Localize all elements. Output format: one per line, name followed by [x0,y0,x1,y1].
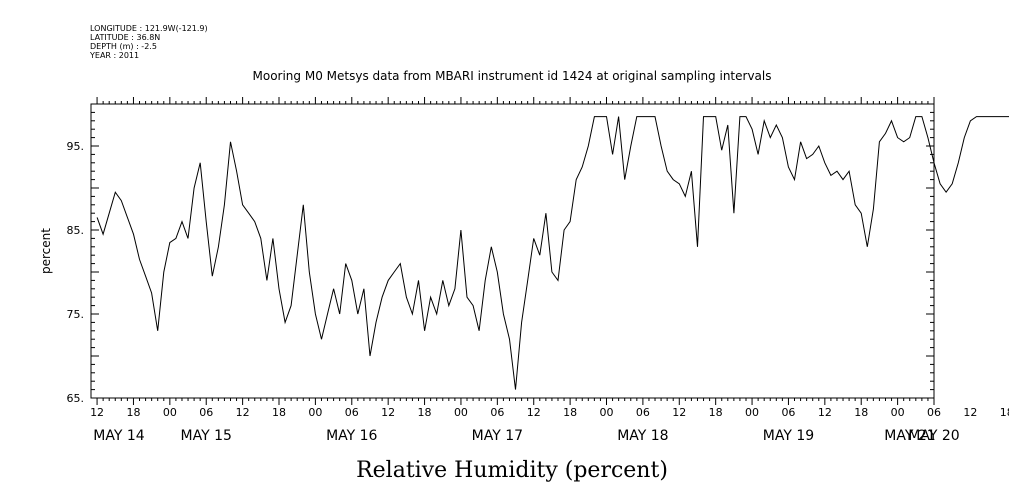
x-tick-label: 00 [600,406,614,419]
x-tick-label: 18 [1000,406,1009,419]
x-date-label: MAY 16 [326,428,377,444]
x-tick-label: 06 [781,406,795,419]
chart-title: Mooring M0 Metsys data from MBARI instru… [253,69,772,83]
x-date-label: MAY 17 [472,428,523,444]
x-axis-hour-labels: 12 18 00 06 12 18 00 06 12 18 00 06 12 18 00 06 12 18 00 06… [90,406,1009,419]
x-tick-label: 00 [308,406,322,419]
x-tick-label: 12 [236,406,250,419]
x-tick-label: 12 [381,406,395,419]
meta-depth: DEPTH (m) : -2.5 [90,42,157,51]
x-tick-label: 18 [418,406,432,419]
x-date-label: MAY 18 [617,428,668,444]
y-axis-labels: 65. 75. 85. 95. [67,140,85,405]
meta-longitude: LONGITUDE : 121.9W(-121.9) [90,24,208,33]
x-tick-label: 12 [963,406,977,419]
y-axis-ticks [91,103,934,399]
x-tick-label: 18 [563,406,577,419]
meta-block: LONGITUDE : 121.9W(-121.9) LATITUDE : 36… [89,24,208,60]
x-tick-label: 18 [272,406,286,419]
x-tick-label: 18 [126,406,140,419]
y-tick-label: 75. [67,308,85,321]
x-tick-label: 00 [163,406,177,419]
x-date-label: MAY 14 [93,428,144,444]
x-tick-label: 12 [90,406,104,419]
x-date-label: MAY 21 [884,428,935,444]
series-line-relative-humidity [96,116,1009,390]
x-tick-label: 06 [927,406,941,419]
x-tick-label: 00 [891,406,905,419]
x-tick-label: 06 [199,406,213,419]
x-tick-label: 12 [527,406,541,419]
x-axis-ticks [96,97,935,405]
x-tick-label: 12 [672,406,686,419]
meta-year: YEAR : 2011 [89,51,139,60]
x-date-label: MAY 15 [181,428,232,444]
x-tick-label: 00 [745,406,759,419]
plot-frame [90,103,935,399]
x-tick-label: 18 [854,406,868,419]
y-tick-label: 95. [67,140,85,153]
y-tick-label: 65. [67,392,85,405]
x-date-label: MAY 19 [763,428,814,444]
x-date-label: MAY 20 [908,428,959,444]
y-tick-label: 85. [67,224,85,237]
x-tick-label: 06 [636,406,650,419]
x-tick-label: 18 [709,406,723,419]
x-tick-label: 00 [454,406,468,419]
meta-latitude: LATITUDE : 36.8N [90,33,160,42]
x-tick-label: 06 [490,406,504,419]
x-axis-date-labels: MAY 14 MAY 15 MAY 16 MAY 17 MAY 18 MAY 19 MAY … [93,428,959,444]
y-axis-title: percent [39,228,53,274]
x-tick-label: 06 [345,406,359,419]
x-tick-label: 12 [818,406,832,419]
x-axis-title: Relative Humidity (percent) [356,458,668,483]
